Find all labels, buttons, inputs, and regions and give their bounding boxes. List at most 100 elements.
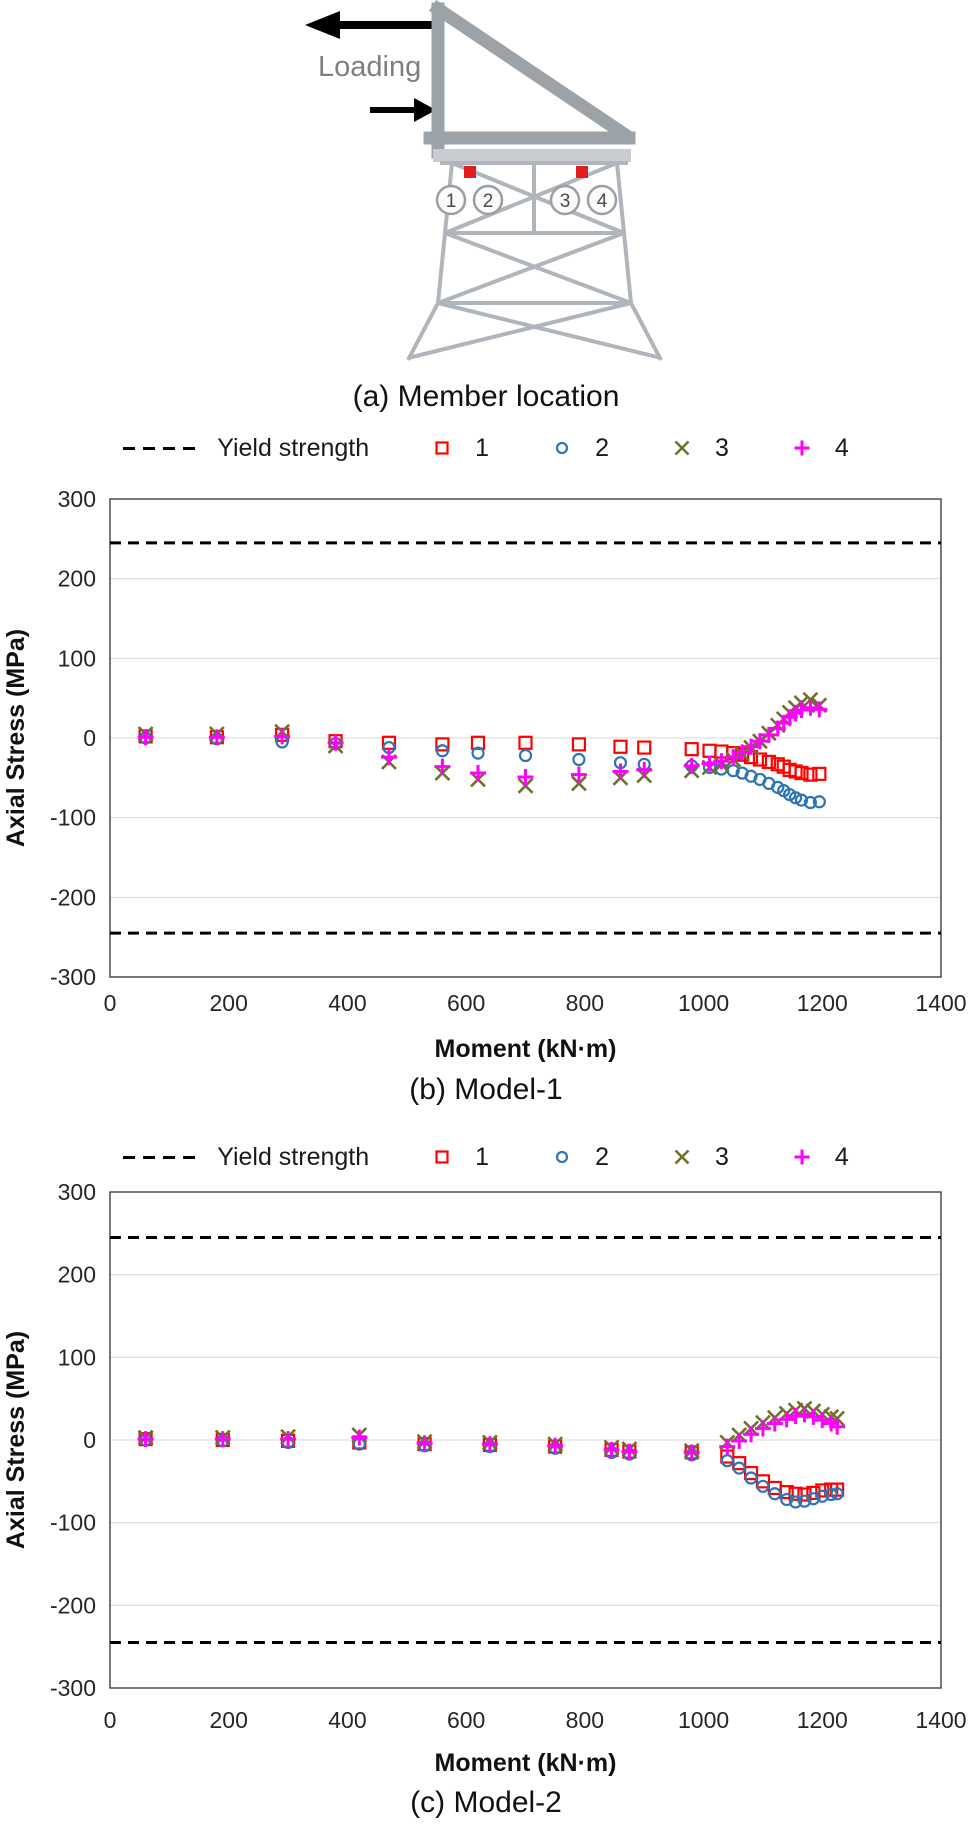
legend-marker-3	[669, 1145, 695, 1169]
plus-marker-icon	[719, 1438, 736, 1455]
open-square-marker-icon	[435, 1150, 449, 1164]
plus-marker-icon	[327, 734, 344, 751]
y-tick-label: 0	[83, 725, 96, 751]
member-number-3: 3	[560, 191, 571, 212]
plus-marker-icon	[683, 757, 700, 774]
open-circle-marker-icon	[797, 1494, 812, 1508]
y-tick-label: 100	[58, 645, 96, 671]
plus-marker-icon	[380, 749, 397, 766]
legend-label-4: 4	[834, 433, 849, 462]
open-circle-marker-icon	[788, 791, 803, 805]
plot-border	[109, 498, 942, 978]
legend-label-1: 1	[475, 433, 490, 462]
plus-marker-icon	[470, 765, 487, 782]
gridlines	[110, 578, 941, 898]
y-tick-label: 200	[58, 1262, 96, 1288]
open-square-marker-icon	[743, 1465, 759, 1481]
legend-label-2: 2	[595, 433, 609, 462]
yield-line-sample-icon	[123, 446, 204, 450]
plus-marker-icon	[743, 738, 760, 755]
series-2-points	[139, 731, 826, 810]
legend-label-3: 3	[714, 433, 729, 462]
open-square-marker-icon	[794, 765, 809, 781]
series-3-points	[137, 691, 828, 794]
caption-a: (a) Member location	[352, 380, 620, 413]
open-square-marker-icon	[571, 737, 587, 752]
caption-c: (c) Model-2	[410, 1786, 562, 1819]
open-square-marker-icon	[470, 735, 486, 750]
legend-model-2: Yield strength 1 2 3 4	[0, 1133, 972, 1181]
plus-marker-icon	[570, 766, 587, 783]
plus-marker-icon	[760, 726, 777, 743]
member-number-1: 1	[446, 191, 457, 212]
open-circle-marker-icon	[744, 1471, 758, 1485]
x-tick-label: 0	[104, 1707, 117, 1733]
platform	[433, 149, 631, 162]
x-marker-icon	[571, 775, 587, 792]
plus-marker-icon	[794, 440, 810, 456]
plus-marker-icon	[517, 769, 534, 786]
x-tick-label: 1400	[915, 1707, 966, 1733]
legend-label-yield: Yield strength	[217, 433, 370, 462]
legend-label-3: 3	[714, 1142, 729, 1171]
plus-marker-icon	[794, 1149, 810, 1165]
open-square-marker-icon	[752, 752, 768, 767]
member-marker-right	[576, 166, 588, 178]
member-number-4: 4	[597, 191, 608, 212]
plus-marker-icon	[743, 1426, 760, 1443]
plus-marker-icon	[683, 1444, 700, 1461]
y-axis-title: Axial Stress (MPa)	[2, 1331, 30, 1549]
x-tick-label: 800	[566, 1707, 604, 1733]
open-circle-marker-icon	[768, 1487, 782, 1501]
crane-triangle	[423, 0, 636, 159]
open-circle-marker-icon	[732, 1461, 746, 1475]
member-location-diagram: Loading 1 2 3 4	[305, 0, 663, 361]
y-tick-label: 300	[58, 486, 96, 512]
member-circle-4	[586, 184, 618, 216]
plus-marker-icon	[754, 1420, 771, 1437]
series-4-points	[137, 1406, 846, 1461]
x-tick-label: 0	[104, 990, 117, 1016]
yield-strength-lines	[110, 541, 941, 935]
plus-marker-icon	[621, 1443, 638, 1460]
series-4-points	[137, 699, 828, 786]
plus-marker-icon	[416, 1435, 433, 1452]
y-tick-labels: -300 -200 -100 0 100 200 300	[50, 1181, 96, 1701]
x-tick-label: 400	[328, 1707, 366, 1733]
plus-marker-icon	[766, 1415, 783, 1432]
yield-line-sample-icon	[123, 1155, 204, 1159]
open-circle-marker-icon	[555, 441, 569, 455]
x-marker-icon	[674, 1149, 690, 1165]
open-square-marker-icon	[613, 739, 628, 754]
plus-marker-icon	[137, 729, 154, 746]
x-tick-label: 1000	[678, 990, 729, 1016]
plus-marker-icon	[208, 729, 225, 746]
plus-marker-icon	[214, 1431, 231, 1448]
legend-label-yield: Yield strength	[217, 1142, 370, 1171]
y-tick-label: -200	[50, 884, 96, 910]
x-tick-label: 600	[447, 990, 485, 1016]
legend-marker-2	[549, 436, 575, 460]
plus-marker-icon	[811, 701, 828, 718]
plus-marker-icon	[802, 699, 819, 716]
open-circle-marker-icon	[572, 752, 586, 767]
open-square-marker-icon	[702, 743, 717, 758]
member-circle-2	[472, 184, 504, 216]
legend-label-4: 4	[834, 1142, 849, 1171]
legend-marker-2	[549, 1145, 575, 1169]
open-circle-marker-icon	[780, 1492, 794, 1507]
plus-marker-icon	[481, 1436, 498, 1453]
tower-lattice	[406, 161, 663, 361]
y-tick-label: -300	[50, 1675, 96, 1701]
open-square-marker-icon	[435, 737, 450, 752]
x-tick-label: 1200	[797, 990, 848, 1016]
plus-marker-icon	[793, 702, 810, 719]
y-tick-label: -100	[50, 1510, 96, 1536]
plus-marker-icon	[636, 761, 653, 778]
x-tick-labels: 0 200 400 600 800 1000 1200 1400	[104, 990, 967, 1016]
open-circle-marker-icon	[812, 795, 826, 809]
open-square-marker-icon	[435, 441, 449, 455]
legend-marker-4	[789, 1145, 815, 1169]
legend-marker-4	[789, 436, 815, 460]
